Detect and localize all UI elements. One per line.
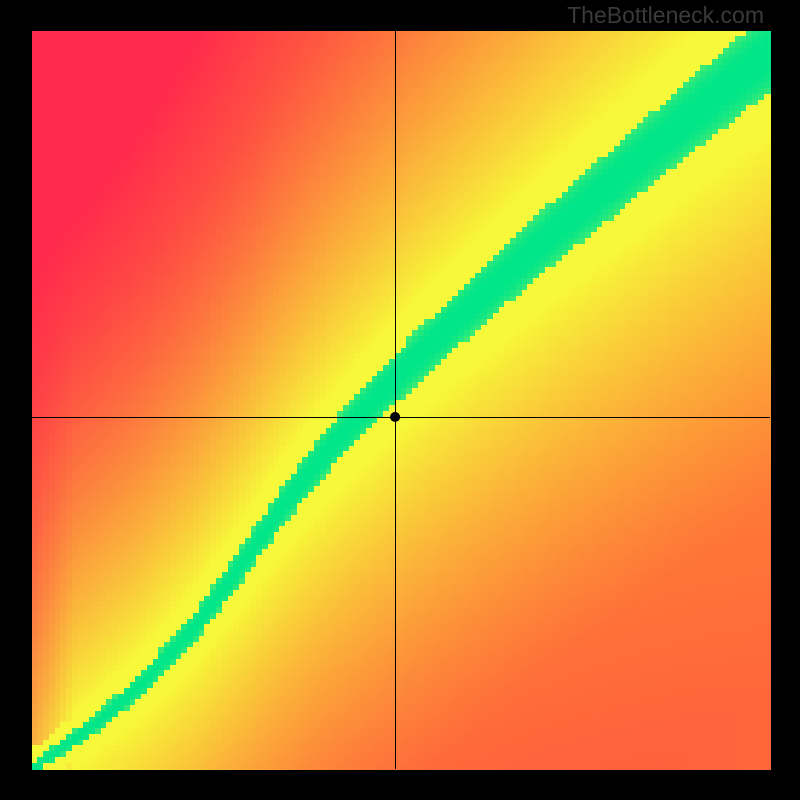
heatmap-canvas	[0, 0, 800, 800]
chart-container: TheBottleneck.com	[0, 0, 800, 800]
watermark-text: TheBottleneck.com	[567, 2, 764, 29]
